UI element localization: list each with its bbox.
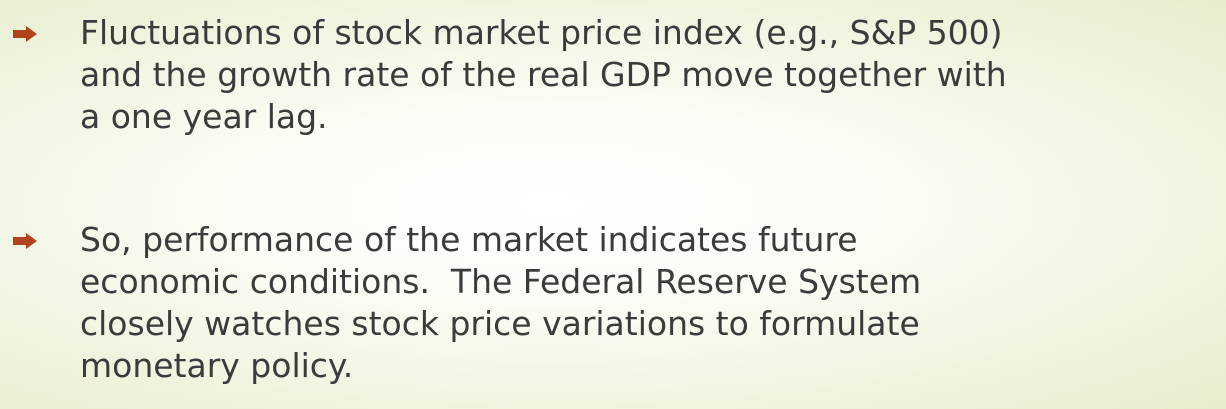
- text-line: closely watches stock price variations t…: [80, 304, 920, 343]
- bullet-arrow: [13, 233, 37, 249]
- text-line: So, performance of the market indicates …: [80, 220, 858, 259]
- text-line: economic conditions. The Federal Reserve…: [80, 262, 922, 301]
- text-line: and the growth rate of the real GDP move…: [80, 55, 1007, 94]
- text-line: a one year lag.: [80, 97, 328, 136]
- bullet-arrow: [13, 26, 37, 42]
- text-line: monetary policy.: [80, 346, 354, 385]
- text-line: Fluctuations of stock market price index…: [80, 13, 1003, 52]
